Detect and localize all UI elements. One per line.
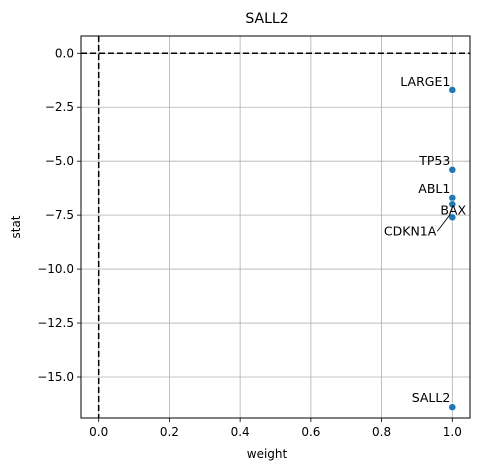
chart-title: SALL2 [245, 11, 288, 27]
y-tick-label: −2.5 [45, 100, 74, 114]
y-tick-label: −5.0 [45, 154, 74, 168]
x-axis-label: weight [247, 447, 288, 461]
y-tick-label: −15.0 [37, 370, 74, 384]
y-axis-label: stat [9, 215, 23, 238]
plot-frame [80, 35, 471, 419]
data-point [448, 200, 457, 209]
y-tick-label: −10.0 [37, 262, 74, 276]
point-label: BAX [440, 202, 466, 217]
label-leaders [436, 214, 451, 232]
reference-lines [81, 36, 470, 418]
y-tick-label: 0.0 [55, 46, 74, 60]
point-label: CDKN1A [384, 223, 437, 238]
point-label: LARGE1 [400, 74, 450, 89]
x-tick-label: 0.0 [89, 425, 108, 439]
data-points [448, 86, 457, 412]
label-leader-line [436, 214, 451, 232]
point-label: TP53 [418, 153, 450, 168]
x-tick-label: 0.4 [231, 425, 250, 439]
x-tick-label: 0.8 [372, 425, 391, 439]
point-label: SALL2 [412, 390, 451, 405]
data-point [448, 403, 457, 412]
point-label: ABL1 [418, 181, 450, 196]
grid [81, 36, 470, 418]
data-point [448, 86, 457, 94]
y-tick-label: −12.5 [37, 316, 74, 330]
y-axis-ticks: 0.0 −2.5 −5.0 −7.5 −10.0 −12.5 −15.0 [37, 46, 81, 384]
x-tick-label: 0.6 [301, 425, 320, 439]
x-tick-label: 1.0 [443, 425, 462, 439]
data-point [448, 165, 457, 174]
y-tick-label: −7.5 [45, 208, 74, 222]
data-point [448, 213, 457, 222]
x-tick-label: 0.2 [160, 425, 179, 439]
x-axis-ticks: 0.0 0.2 0.4 0.6 0.8 1.0 [89, 418, 462, 439]
